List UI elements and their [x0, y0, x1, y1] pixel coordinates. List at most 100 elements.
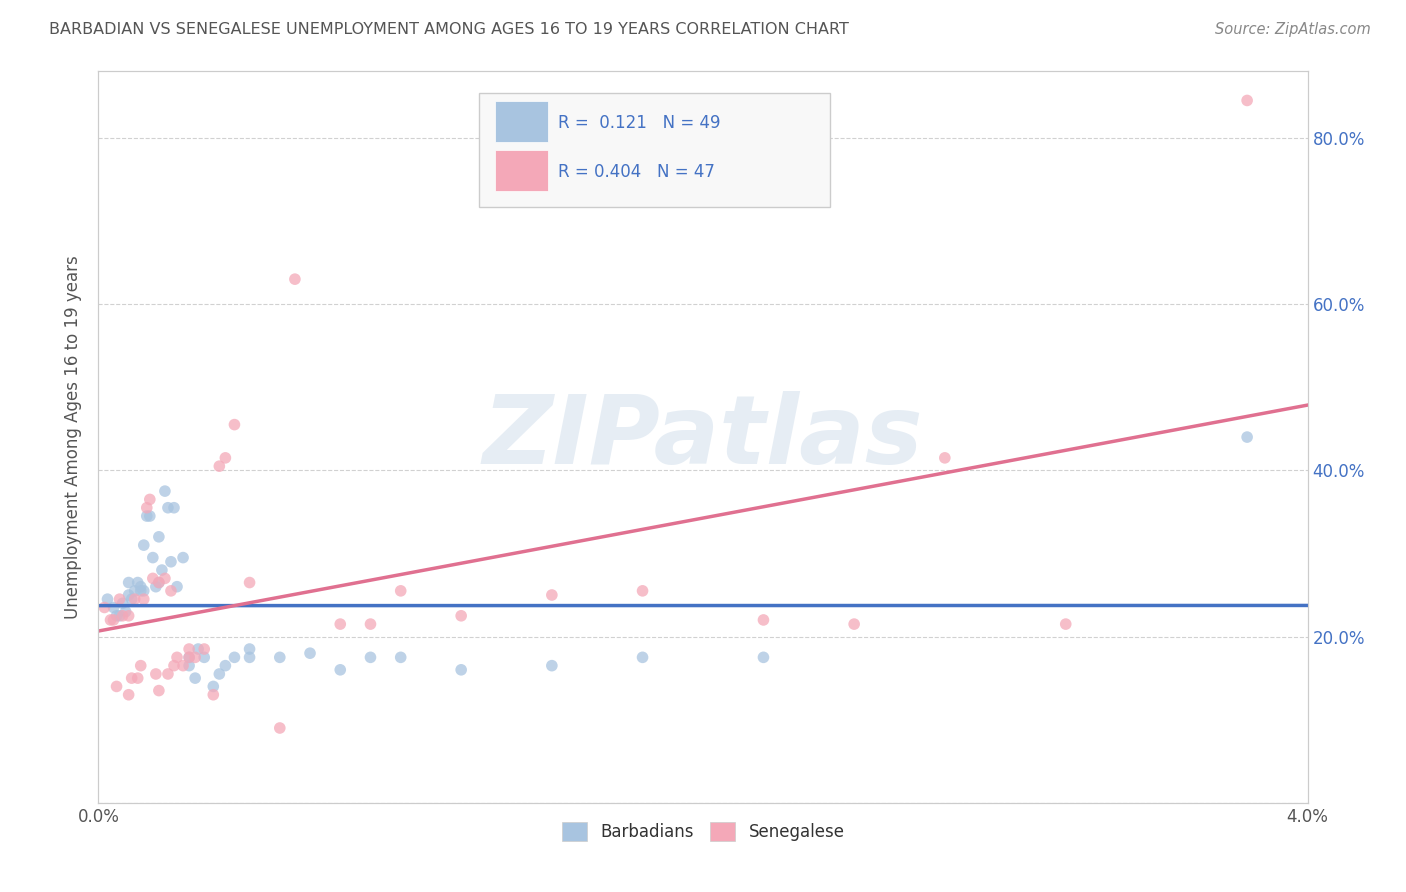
- Point: [142, 550, 165, 565]
- Point: [129, 583, 152, 598]
- Point: [124, 583, 146, 598]
- Point: [239, 642, 262, 657]
- Point: [172, 550, 194, 565]
- Text: R = 0.404   N = 47: R = 0.404 N = 47: [558, 162, 714, 180]
- Text: ZIPatlas: ZIPatlas: [482, 391, 924, 483]
- Point: [108, 592, 131, 607]
- Point: [752, 613, 775, 627]
- Point: [631, 650, 654, 665]
- Point: [193, 650, 215, 665]
- Point: [284, 272, 307, 286]
- Point: [934, 450, 956, 465]
- Point: [179, 642, 201, 657]
- Point: [1236, 430, 1258, 444]
- Point: [132, 592, 155, 607]
- Point: [103, 600, 125, 615]
- Point: [121, 671, 143, 685]
- Point: [360, 617, 382, 632]
- Point: [148, 683, 170, 698]
- Point: [329, 617, 352, 632]
- Point: [172, 658, 194, 673]
- Point: [129, 580, 152, 594]
- FancyBboxPatch shape: [495, 151, 548, 191]
- Point: [1054, 617, 1077, 632]
- Point: [224, 417, 246, 432]
- Legend: Barbadians, Senegalese: Barbadians, Senegalese: [553, 814, 853, 849]
- Point: [118, 575, 141, 590]
- Point: [224, 650, 246, 665]
- Point: [145, 580, 167, 594]
- Point: [142, 571, 165, 585]
- Point: [96, 592, 118, 607]
- Point: [160, 555, 183, 569]
- Point: [156, 667, 179, 681]
- Point: [103, 613, 125, 627]
- Point: [153, 571, 176, 585]
- Point: [329, 663, 352, 677]
- Point: [184, 650, 207, 665]
- Point: [135, 509, 157, 524]
- Point: [139, 492, 162, 507]
- Point: [135, 500, 157, 515]
- Point: [132, 538, 155, 552]
- Point: [179, 650, 201, 665]
- Text: R =  0.121   N = 49: R = 0.121 N = 49: [558, 113, 720, 131]
- Point: [108, 608, 131, 623]
- Point: [450, 663, 472, 677]
- Point: [148, 530, 170, 544]
- Point: [631, 583, 654, 598]
- Point: [239, 650, 262, 665]
- Point: [114, 605, 136, 619]
- Point: [121, 592, 143, 607]
- Y-axis label: Unemployment Among Ages 16 to 19 years: Unemployment Among Ages 16 to 19 years: [65, 255, 83, 619]
- Point: [124, 592, 146, 607]
- Point: [239, 575, 262, 590]
- Point: [450, 608, 472, 623]
- Point: [389, 583, 412, 598]
- Point: [299, 646, 322, 660]
- Point: [389, 650, 412, 665]
- Point: [179, 658, 201, 673]
- Point: [752, 650, 775, 665]
- Point: [360, 650, 382, 665]
- Point: [111, 608, 134, 623]
- Point: [214, 658, 236, 673]
- Point: [145, 667, 167, 681]
- Point: [105, 608, 128, 623]
- Point: [118, 588, 141, 602]
- Text: BARBADIAN VS SENEGALESE UNEMPLOYMENT AMONG AGES 16 TO 19 YEARS CORRELATION CHART: BARBADIAN VS SENEGALESE UNEMPLOYMENT AMO…: [49, 22, 849, 37]
- Point: [111, 596, 134, 610]
- Point: [93, 600, 115, 615]
- Point: [129, 658, 152, 673]
- Point: [179, 650, 201, 665]
- Point: [105, 680, 128, 694]
- Point: [132, 583, 155, 598]
- Point: [118, 608, 141, 623]
- Point: [127, 575, 149, 590]
- Point: [269, 650, 291, 665]
- Point: [160, 583, 183, 598]
- Point: [127, 671, 149, 685]
- Point: [118, 688, 141, 702]
- Point: [208, 459, 231, 474]
- Point: [540, 588, 562, 602]
- Point: [208, 667, 231, 681]
- Point: [156, 500, 179, 515]
- Point: [163, 500, 186, 515]
- Point: [187, 642, 209, 657]
- FancyBboxPatch shape: [479, 94, 830, 207]
- Point: [214, 450, 236, 465]
- Point: [193, 642, 215, 657]
- Point: [139, 509, 162, 524]
- Text: Source: ZipAtlas.com: Source: ZipAtlas.com: [1215, 22, 1371, 37]
- Point: [1236, 94, 1258, 108]
- Point: [148, 575, 170, 590]
- Point: [202, 680, 225, 694]
- Point: [269, 721, 291, 735]
- Point: [163, 658, 186, 673]
- Point: [166, 580, 188, 594]
- Point: [150, 563, 173, 577]
- Point: [153, 484, 176, 499]
- Point: [166, 650, 188, 665]
- Point: [202, 688, 225, 702]
